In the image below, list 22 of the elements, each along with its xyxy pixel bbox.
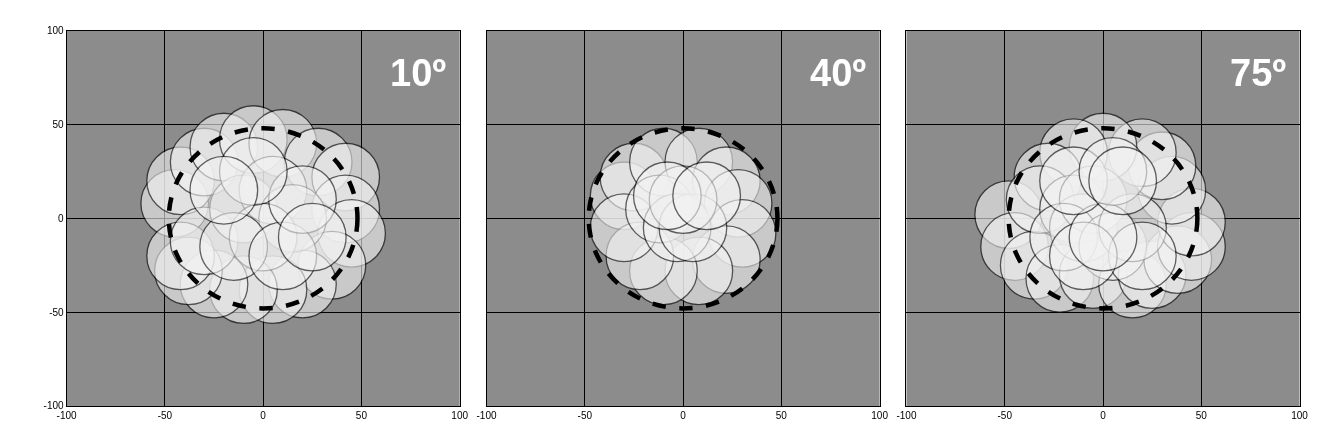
y-tick-label: -100 <box>43 400 65 412</box>
y-tick-label: 50 <box>52 119 65 131</box>
x-tick-label: 100 <box>871 409 889 421</box>
y-tick-label: -50 <box>49 306 65 318</box>
x-tick-label: -50 <box>157 409 173 421</box>
x-tick-label: -50 <box>577 409 593 421</box>
y-tick-label: 0 <box>58 212 65 224</box>
x-tick-label: 50 <box>775 409 788 421</box>
annotation: 40º <box>810 52 867 94</box>
x-tick-label: 100 <box>451 409 469 421</box>
x-tick-label: -100 <box>476 409 497 421</box>
x-tick-label: 0 <box>260 409 267 421</box>
annotation: 10º <box>390 52 447 94</box>
x-tick-label: 100 <box>1291 409 1309 421</box>
x-tick-label: -50 <box>997 409 1013 421</box>
x-tick-label: 0 <box>680 409 687 421</box>
x-tick-label: 0 <box>1100 409 1107 421</box>
y-tick-label: 100 <box>46 25 65 37</box>
x-tick-label: -100 <box>896 409 917 421</box>
annotation: 75º <box>1230 52 1287 94</box>
x-tick-label: 50 <box>355 409 368 421</box>
x-tick-label: 50 <box>1195 409 1208 421</box>
